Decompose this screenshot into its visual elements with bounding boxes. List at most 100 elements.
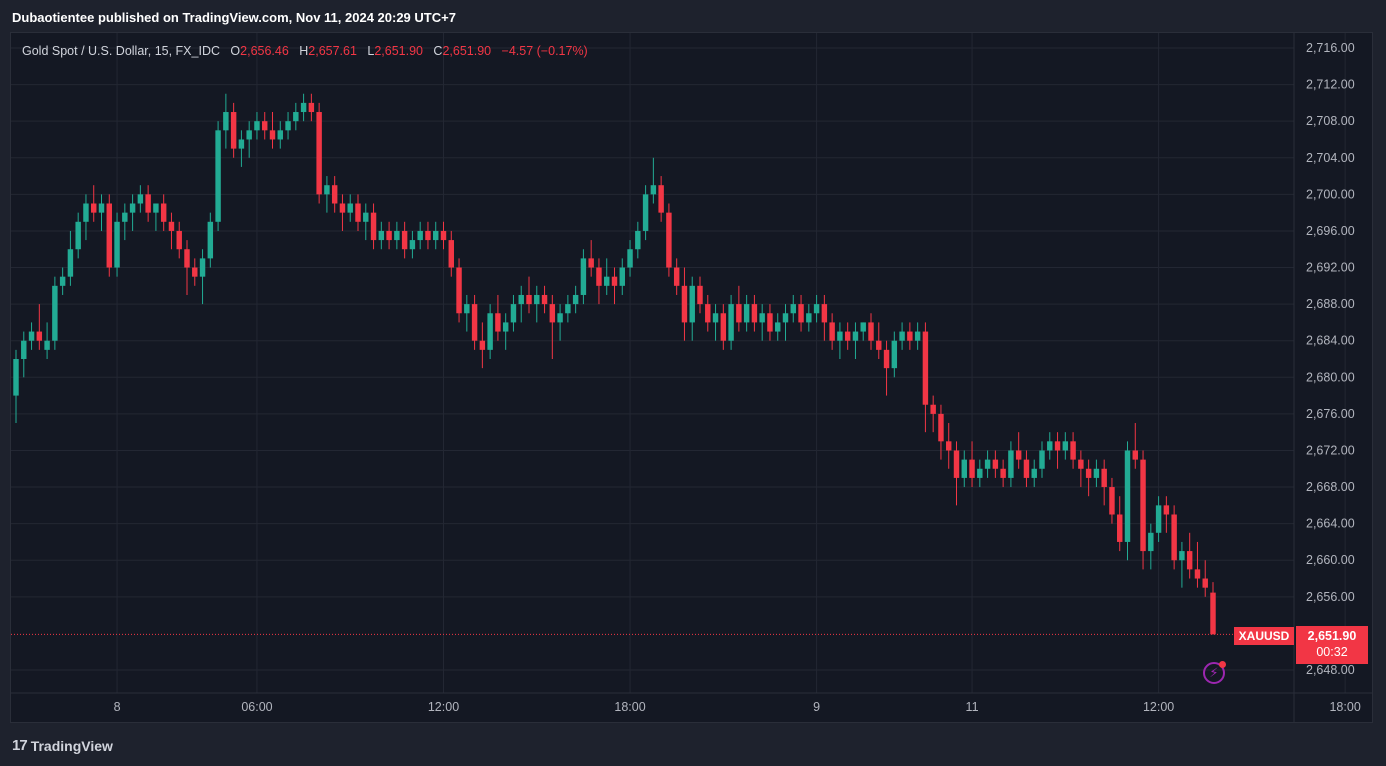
x-tick-label: 18:00 [614,700,645,714]
candle-body [316,112,322,195]
candle-body [1163,505,1170,515]
y-tick-label: 2,688.00 [1306,297,1355,311]
candle-body [984,459,991,469]
candle-body [238,139,245,149]
candle-body [627,249,633,268]
candle-body [363,212,369,222]
candle-body [821,304,828,323]
candle-body [145,194,151,213]
candle-body [1008,450,1014,478]
candle-body [370,212,377,241]
candle-body [160,203,167,222]
candle-body [611,276,618,286]
candle-body [743,304,750,323]
candle-body [549,304,556,323]
lightning-alert-icon[interactable]: ⚡ [1203,661,1226,684]
candle-body [269,130,276,140]
candle-body [67,249,74,277]
candle-body [844,331,851,341]
candle-body [938,413,944,442]
candle-body [98,203,105,213]
candle-body [106,203,112,268]
candle-body [246,130,252,140]
candle-body [215,130,221,222]
candle-body [464,304,470,314]
y-tick-label: 2,716.00 [1306,41,1355,55]
candle-body [666,212,672,268]
candle-body [176,230,182,250]
candle-body [837,331,843,341]
candle-body [1140,459,1146,552]
candle-body [604,276,610,286]
y-tick-label: 2,700.00 [1306,187,1355,201]
low-label: L [367,44,375,58]
candle-body [891,340,898,369]
candle-body [433,230,439,241]
candle-body [153,203,159,213]
candle-body [1210,592,1216,635]
candle-body [487,313,493,350]
candle-body [673,267,680,286]
candle-body [1093,468,1100,478]
candle-body [751,304,758,323]
candle-body [184,249,190,268]
candle-body [852,331,859,341]
candle-body [1039,450,1045,469]
candle-body [137,194,144,204]
candle-body [44,340,50,350]
candle-body [1085,468,1092,478]
candle-body [767,313,773,332]
y-tick-label: 2,668.00 [1306,480,1355,494]
low-value: 2,651.90 [374,44,423,58]
candle-body [293,112,299,122]
candle-body [114,221,120,268]
close-label: C [433,44,443,58]
candle-body [868,322,874,341]
tradingview-footer[interactable]: 17 TradingView [12,737,113,754]
candle-body [339,203,346,213]
candle-body [642,194,649,231]
candle-body [122,212,128,222]
y-tick-label: 2,712.00 [1306,78,1355,92]
y-tick-label: 2,664.00 [1306,517,1355,531]
candle-body [619,267,625,286]
candle-body [347,203,353,213]
last-price-value: 2,651.90 [1307,629,1357,643]
high-value: 2,657.61 [308,44,357,58]
candle-body [502,322,509,332]
candle-body [223,112,229,131]
candle-body [308,102,315,113]
candle-body [1124,450,1131,542]
candle-body [689,285,695,323]
candle-body [922,331,929,405]
candle-body [1070,441,1076,460]
candle-body [798,304,804,323]
candle-body [1148,532,1154,552]
candle-body [541,294,548,305]
candle-body [759,313,765,323]
candle-body [230,112,237,149]
candle-body [129,203,136,213]
change-value: −4.57 (−0.17%) [501,44,588,58]
candle-body [285,121,291,131]
candle-body [471,304,478,341]
candle-body [262,121,268,131]
candle-body [790,304,796,314]
candle-body [961,459,967,478]
candle-body [572,294,579,305]
candle-body [409,240,416,250]
candle-body [21,340,27,359]
y-tick-label: 2,648.00 [1306,663,1355,677]
candle-body [588,258,594,268]
x-tick-label: 11 [966,700,979,714]
candle-body [401,230,408,250]
candle-body [992,459,999,469]
y-tick-label: 2,680.00 [1306,370,1355,384]
candle-body [1171,514,1177,561]
candle-body [728,304,734,341]
candle-body [1202,578,1208,588]
tradingview-logo-icon: 17 [12,737,28,754]
y-tick-label: 2,708.00 [1306,114,1355,128]
candle-body [199,258,206,277]
